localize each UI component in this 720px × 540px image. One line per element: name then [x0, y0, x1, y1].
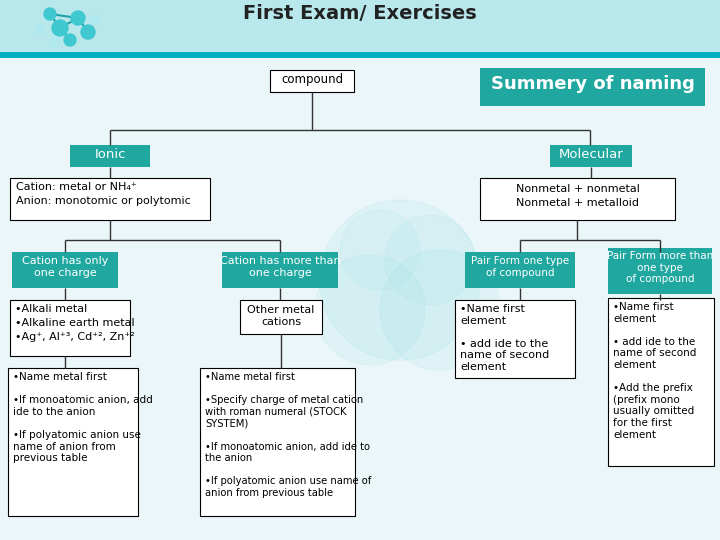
- Circle shape: [385, 215, 475, 305]
- Text: •Name metal first

•Specify charge of metal cation
with roman numeral (STOCK
SYS: •Name metal first •Specify charge of met…: [205, 372, 372, 498]
- Text: Other metal
cations: Other metal cations: [247, 305, 315, 327]
- FancyBboxPatch shape: [8, 368, 138, 516]
- Circle shape: [90, 15, 100, 25]
- Text: •Alkali metal: •Alkali metal: [15, 304, 87, 314]
- Text: •Ag⁺, Al⁺³, Cd⁺², Zn⁺²: •Ag⁺, Al⁺³, Cd⁺², Zn⁺²: [15, 332, 135, 342]
- Circle shape: [71, 11, 85, 25]
- Text: Cation has only
one charge: Cation has only one charge: [22, 256, 108, 278]
- Text: Cation has more than
one charge: Cation has more than one charge: [220, 256, 341, 278]
- Text: Molecular: Molecular: [559, 148, 624, 161]
- Text: Summery of naming: Summery of naming: [490, 75, 694, 93]
- Text: Pair Form more than
one type
of compound: Pair Form more than one type of compound: [607, 251, 713, 284]
- Circle shape: [320, 200, 480, 360]
- FancyBboxPatch shape: [10, 178, 210, 220]
- FancyBboxPatch shape: [270, 70, 354, 92]
- FancyBboxPatch shape: [240, 300, 322, 334]
- Text: •Name first
element

• add ide to the
name of second
element

•Add the prefix
(p: •Name first element • add ide to the nam…: [613, 302, 696, 440]
- FancyBboxPatch shape: [480, 68, 705, 106]
- FancyBboxPatch shape: [0, 58, 720, 540]
- FancyBboxPatch shape: [70, 145, 150, 167]
- Circle shape: [340, 210, 420, 290]
- Text: Ionic: Ionic: [94, 148, 126, 161]
- Text: Nonmetal + nonmetal: Nonmetal + nonmetal: [516, 184, 639, 194]
- FancyBboxPatch shape: [222, 252, 338, 288]
- Text: Nonmetal + metalloid: Nonmetal + metalloid: [516, 198, 639, 208]
- Circle shape: [52, 20, 68, 36]
- Text: Anion: monotomic or polytomic: Anion: monotomic or polytomic: [16, 196, 191, 206]
- FancyBboxPatch shape: [455, 300, 575, 378]
- Circle shape: [35, 25, 45, 35]
- FancyBboxPatch shape: [0, 52, 720, 58]
- Text: •Alkaline earth metal: •Alkaline earth metal: [15, 318, 135, 328]
- Text: •Name first
element

• add ide to the
name of second
element: •Name first element • add ide to the nam…: [460, 304, 549, 372]
- FancyBboxPatch shape: [10, 300, 130, 356]
- FancyBboxPatch shape: [608, 248, 712, 294]
- FancyBboxPatch shape: [465, 252, 575, 288]
- Circle shape: [315, 255, 425, 365]
- FancyBboxPatch shape: [608, 298, 714, 466]
- Circle shape: [380, 250, 500, 370]
- FancyBboxPatch shape: [0, 0, 720, 55]
- Circle shape: [81, 25, 95, 39]
- FancyBboxPatch shape: [480, 178, 675, 220]
- Text: compound: compound: [281, 73, 343, 86]
- FancyBboxPatch shape: [12, 252, 118, 288]
- Text: Cation: metal or NH₄⁺: Cation: metal or NH₄⁺: [16, 182, 137, 192]
- FancyBboxPatch shape: [550, 145, 632, 167]
- Circle shape: [64, 34, 76, 46]
- Circle shape: [50, 37, 60, 47]
- Text: Pair Form one type
of compound: Pair Form one type of compound: [471, 256, 569, 278]
- Circle shape: [44, 8, 56, 20]
- Text: •Name metal first

•If monoatomic anion, add
ide to the anion

•If polyatomic an: •Name metal first •If monoatomic anion, …: [13, 372, 153, 463]
- Text: First Exam/ Exercises: First Exam/ Exercises: [243, 4, 477, 23]
- FancyBboxPatch shape: [200, 368, 355, 516]
